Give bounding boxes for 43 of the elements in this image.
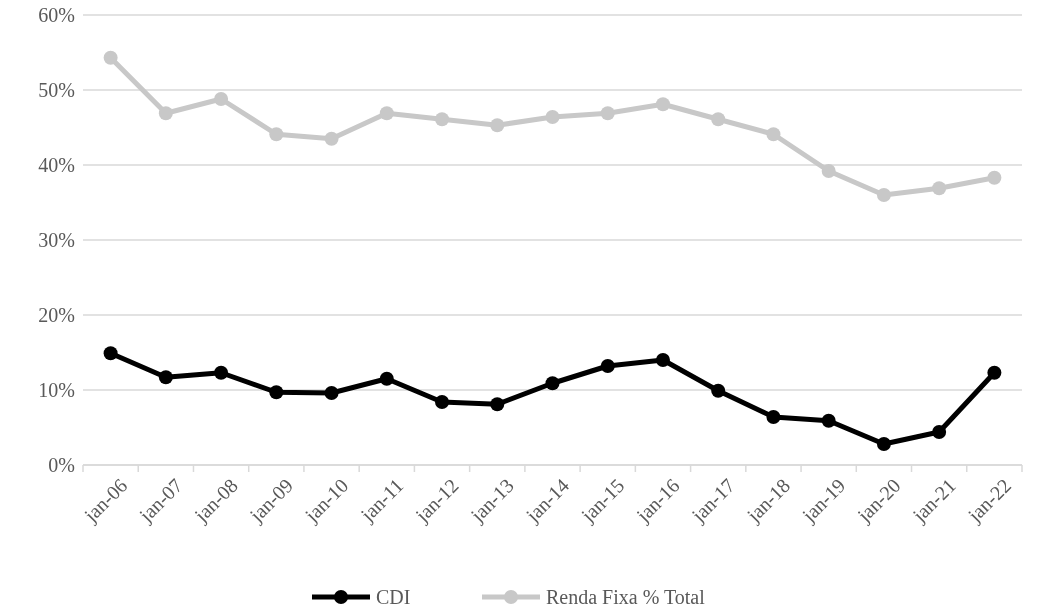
y-tick-label: 40% xyxy=(38,154,75,176)
point xyxy=(876,188,891,202)
point xyxy=(435,395,450,409)
point xyxy=(545,110,560,124)
point xyxy=(655,97,670,112)
point xyxy=(379,106,394,121)
point xyxy=(711,383,726,398)
point xyxy=(324,386,339,400)
point xyxy=(711,112,726,127)
point xyxy=(600,359,615,373)
point xyxy=(379,371,394,386)
point xyxy=(435,112,450,127)
y-tick-label: 0% xyxy=(48,454,75,476)
point xyxy=(103,346,118,361)
point xyxy=(821,164,836,178)
point xyxy=(821,413,836,428)
point xyxy=(655,353,670,367)
y-tick-label: 50% xyxy=(38,79,75,101)
point xyxy=(103,50,118,65)
point xyxy=(158,106,173,121)
point xyxy=(932,425,947,439)
point xyxy=(490,118,505,133)
legend-label: Renda Fixa % Total xyxy=(546,586,706,608)
point xyxy=(214,365,229,380)
y-tick-label: 10% xyxy=(38,379,75,401)
point xyxy=(766,410,781,424)
point xyxy=(932,181,947,196)
point xyxy=(766,127,781,142)
y-tick-label: 20% xyxy=(38,304,75,326)
point xyxy=(987,365,1002,380)
y-tick-label: 30% xyxy=(38,229,75,251)
point xyxy=(324,131,339,146)
point xyxy=(269,127,284,142)
point xyxy=(158,370,173,385)
y-tick-label: 60% xyxy=(38,4,75,26)
legend-label: CDI xyxy=(376,586,411,608)
point xyxy=(490,397,505,412)
point xyxy=(214,92,229,106)
point xyxy=(600,106,615,121)
point xyxy=(876,437,891,451)
point xyxy=(269,385,284,400)
point xyxy=(545,376,560,391)
point xyxy=(987,170,1002,185)
